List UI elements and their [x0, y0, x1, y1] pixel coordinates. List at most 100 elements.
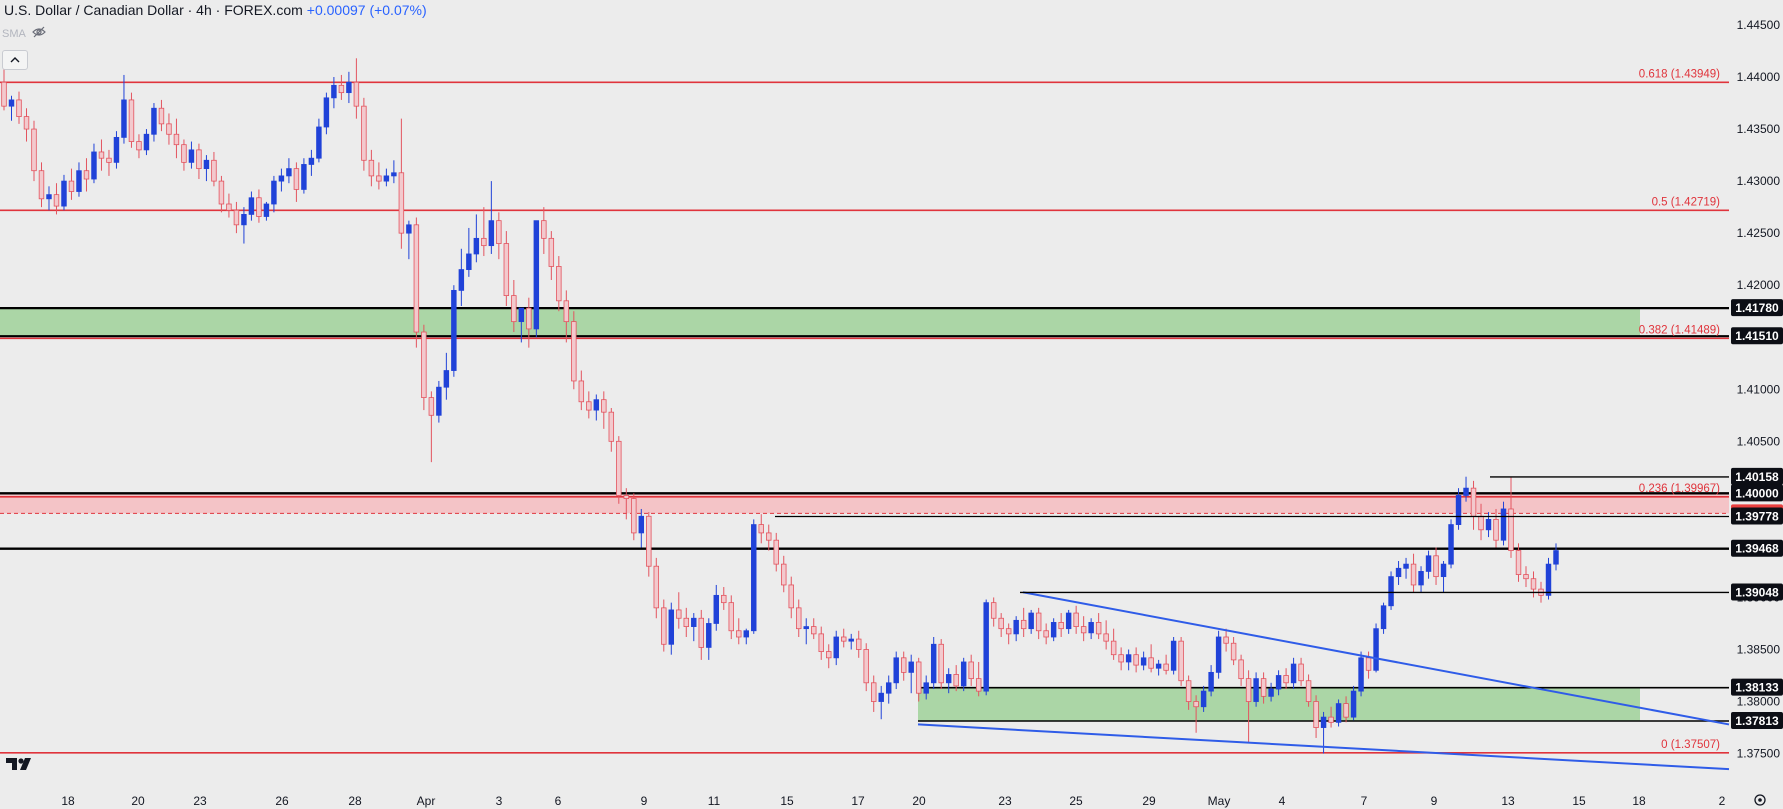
candle [1200, 690, 1207, 708]
eye-off-icon[interactable] [31, 26, 46, 41]
candle [1298, 663, 1304, 682]
candle [346, 81, 352, 94]
price-axis[interactable] [1730, 0, 1783, 809]
price-tag[interactable] [1731, 484, 1783, 502]
candle [323, 97, 330, 128]
price-tag[interactable] [1731, 539, 1783, 557]
price-tag-label: 1.41510 [1735, 329, 1779, 343]
candle [1005, 628, 1012, 635]
candle [1, 81, 7, 107]
candle [188, 149, 195, 163]
candle [616, 440, 622, 496]
candle [1275, 675, 1282, 690]
candle [383, 175, 390, 182]
candle [878, 692, 884, 702]
price-tag[interactable] [1731, 327, 1783, 345]
candle [1290, 663, 1297, 684]
price-tag[interactable] [1731, 678, 1783, 696]
candle [1523, 574, 1529, 580]
indicator-name[interactable]: SMA [2, 27, 26, 40]
y-tick-label: 1.38500 [1737, 642, 1781, 656]
candle [263, 203, 270, 217]
price-tag[interactable] [1731, 299, 1783, 317]
collapse-legend-button[interactable] [2, 50, 28, 70]
candle [106, 157, 112, 163]
candle [1253, 678, 1259, 702]
x-tick-label: 9 [641, 794, 648, 808]
price-tag[interactable] [1731, 467, 1783, 485]
candle [1043, 630, 1049, 638]
descending-trendline-lower[interactable] [917, 723, 1730, 771]
y-tick-label: 1.44500 [1737, 18, 1781, 32]
candle [1365, 657, 1372, 671]
candle [593, 399, 600, 411]
candle [391, 172, 397, 177]
candle [856, 638, 862, 650]
candle [1478, 515, 1484, 531]
candle [1350, 690, 1357, 718]
symbol-title[interactable]: U.S. Dollar / Canadian Dollar · 4h · FOR… [4, 2, 303, 18]
candle [1163, 663, 1169, 671]
candle [796, 607, 802, 630]
x-tick-label: 6 [555, 794, 562, 808]
candle [1125, 654, 1132, 663]
candle [226, 203, 232, 211]
candle [930, 643, 937, 684]
candle [406, 224, 412, 234]
settings-gear-icon[interactable] [1754, 794, 1766, 806]
y-tick-label: 1.37500 [1737, 747, 1781, 761]
x-tick-label: 26 [275, 794, 289, 808]
resistance-zone-1.40 [0, 493, 1729, 514]
candle [488, 220, 495, 247]
candle [218, 180, 225, 205]
candle [1455, 495, 1462, 525]
candle [773, 539, 779, 565]
candle [998, 617, 1004, 630]
candle [503, 243, 510, 296]
indicator-row[interactable]: SMA [2, 26, 46, 41]
candle [1223, 636, 1229, 644]
descending-trendline-upper[interactable] [1022, 591, 1730, 726]
y-tick-label: 1.44000 [1737, 70, 1781, 84]
candle [900, 657, 907, 673]
candle [571, 321, 577, 382]
candle [203, 159, 210, 170]
candle [308, 157, 315, 165]
candle [1440, 563, 1447, 578]
candle [1155, 663, 1162, 669]
candle [833, 636, 839, 659]
candle [1148, 657, 1154, 669]
candle [1403, 563, 1409, 569]
candle [61, 180, 67, 207]
x-tick-label: 18 [61, 794, 75, 808]
price-tag[interactable] [1731, 583, 1783, 601]
candle [533, 220, 540, 330]
candle [1245, 678, 1252, 702]
candle [1500, 508, 1507, 541]
candle [1170, 640, 1177, 671]
candle [53, 194, 60, 207]
candle [1140, 657, 1147, 666]
candle [661, 607, 667, 645]
candle [736, 630, 742, 638]
time-axis[interactable] [0, 790, 1783, 809]
x-tick-label: May [1208, 794, 1231, 808]
price-tag[interactable] [1731, 711, 1783, 729]
candle [1103, 633, 1109, 642]
price-tag[interactable] [1731, 507, 1783, 525]
candle [541, 220, 547, 239]
fib-label: 0.618 (1.43949) [1639, 68, 1720, 80]
candle [1343, 703, 1349, 718]
candle [1313, 701, 1319, 728]
x-tick-label: 17 [851, 794, 865, 808]
candle [848, 638, 854, 642]
tradingview-logo[interactable] [6, 756, 36, 777]
candle [98, 151, 105, 159]
candle [953, 674, 959, 687]
x-tick-label: 4 [1279, 794, 1286, 808]
candle [811, 626, 817, 635]
price-change: +0.00097 (+0.07%) [306, 2, 427, 18]
candle [68, 180, 75, 192]
